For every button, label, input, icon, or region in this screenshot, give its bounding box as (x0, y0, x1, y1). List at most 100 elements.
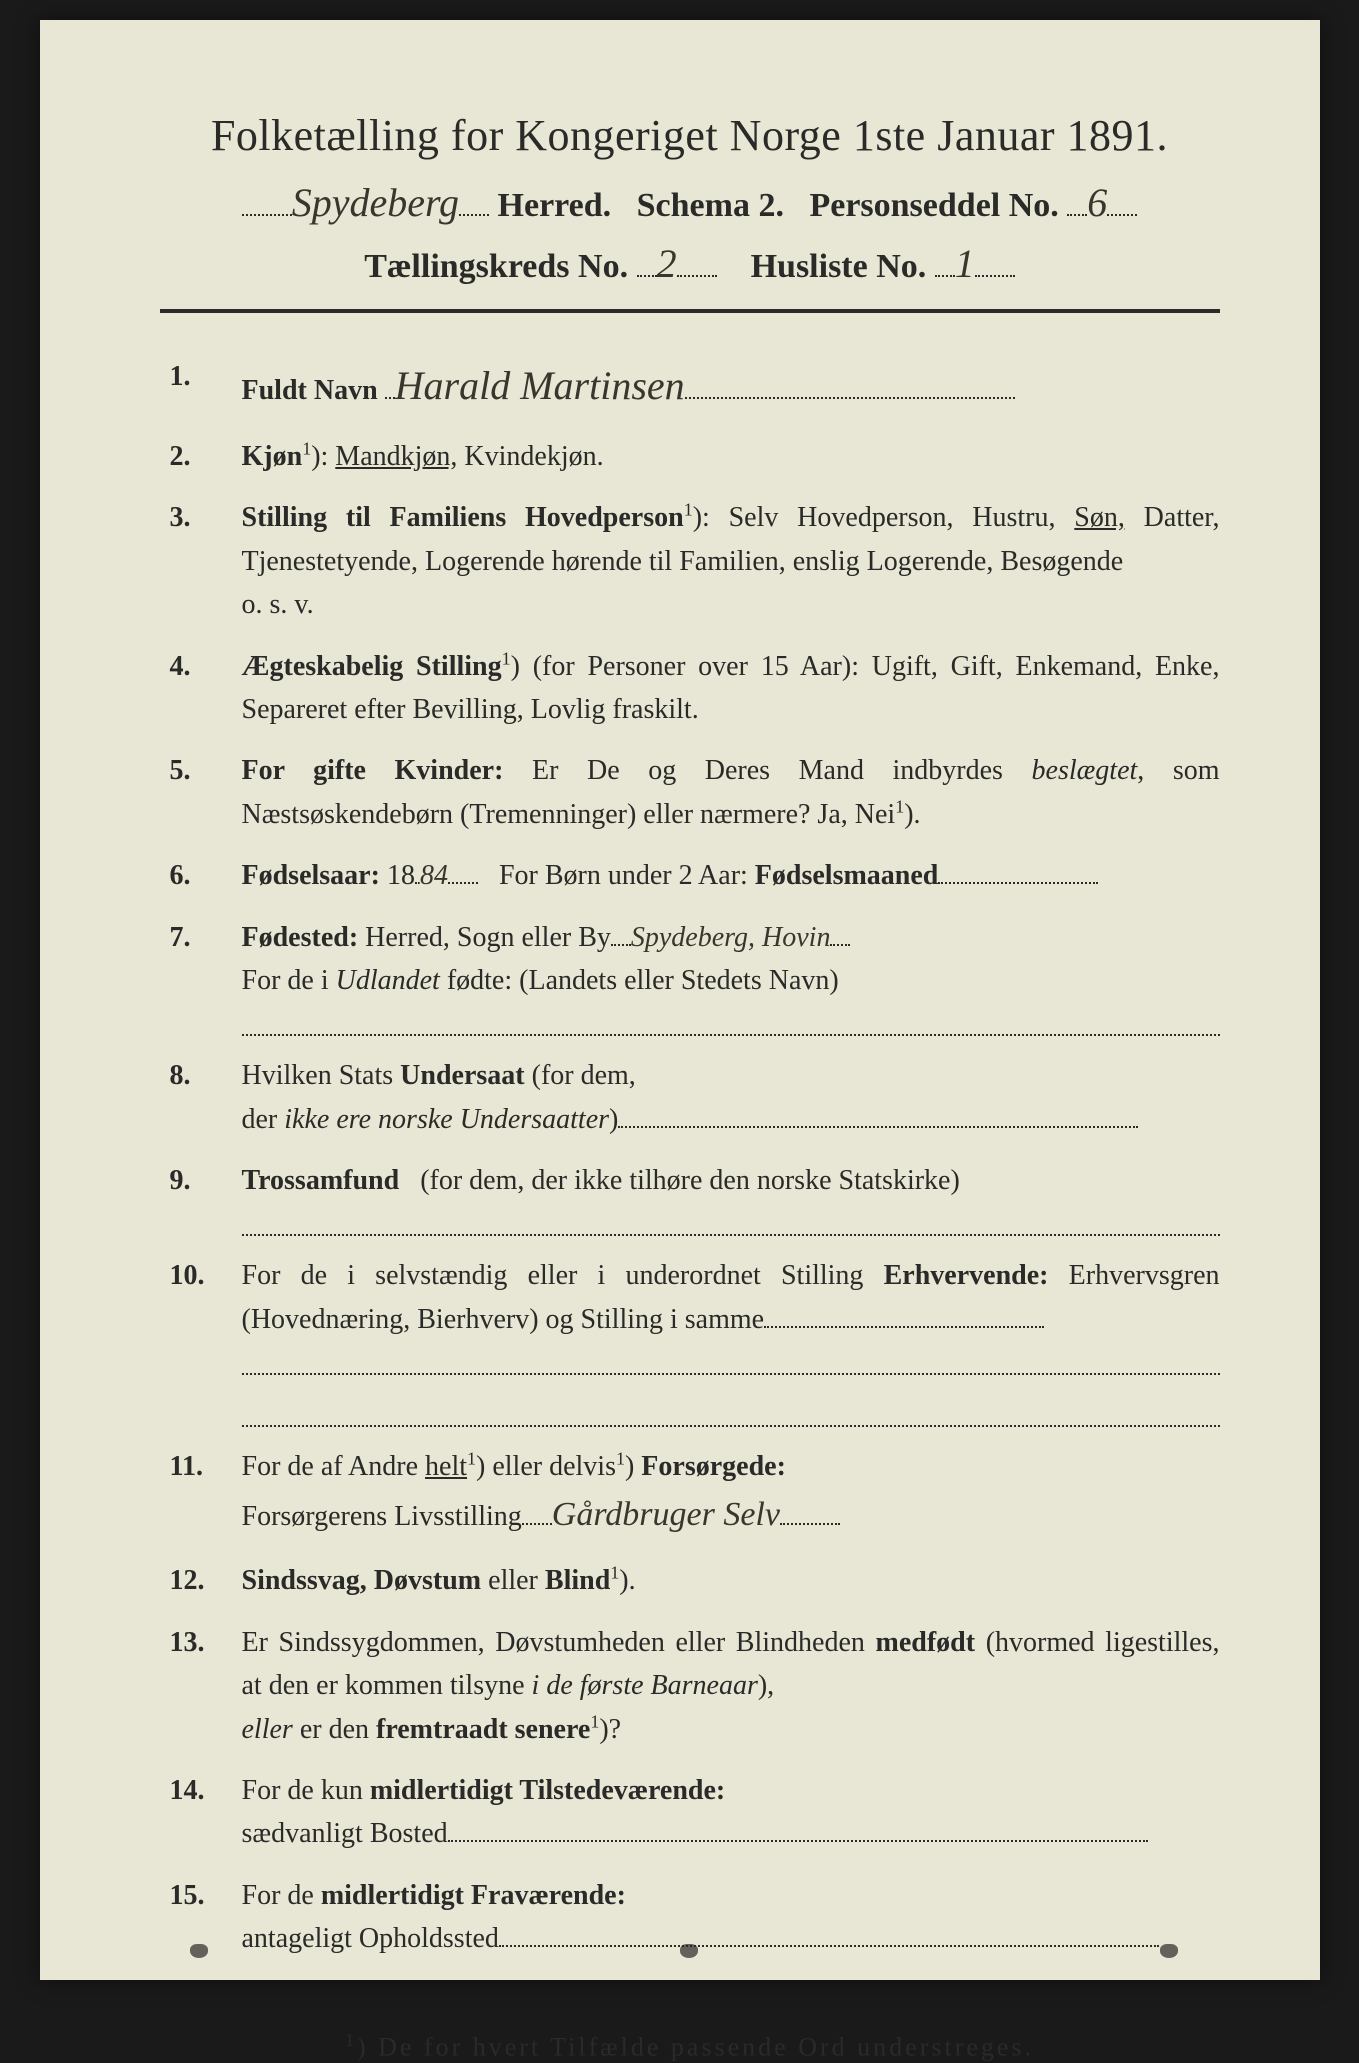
husliste-label: Husliste No. (751, 248, 927, 285)
i5-text1: Er De og Deres Mand indbyrdes (532, 755, 1032, 786)
i12-text: eller (481, 1565, 545, 1596)
item-4: 4. Ægteskabelig Stilling1) (for Personer… (170, 645, 1220, 732)
item-6: 6. Fødselsaar: 1884 For Børn under 2 Aar… (170, 854, 1220, 897)
i11-text1: For de af Andre (242, 1451, 426, 1482)
taellingskreds-label: Tællingskreds No. (364, 248, 628, 285)
footnote-ref: 1 (302, 439, 311, 459)
footnote-ref: 1 (502, 648, 511, 668)
item-number: 4. (170, 645, 242, 732)
item-number: 9. (170, 1159, 242, 1236)
i13-text3: ), (758, 1670, 774, 1701)
supported-label: Forsørgede: (641, 1451, 786, 1482)
i7-text2: For de i (242, 965, 336, 996)
disability-label2: Blind (545, 1565, 610, 1596)
item-number: 10. (170, 1254, 242, 1427)
i11-text2: ) eller delvis (476, 1451, 616, 1482)
birthyear-label: Fødselsaar: (242, 860, 380, 891)
i7-ital: Udlandet (336, 965, 440, 996)
i8-ital: ikke ere norske Undersaatter (284, 1104, 609, 1135)
occupation-label: Erhvervende: (884, 1260, 1049, 1291)
i8-text1: Hvilken Stats (242, 1060, 401, 1091)
item-number: 2. (170, 435, 242, 478)
subject-label: Undersaat (400, 1060, 524, 1091)
census-form-page: Folketælling for Kongeriget Norge 1ste J… (40, 20, 1320, 1980)
item-11: 11. For de af Andre helt1) eller delvis1… (170, 1445, 1220, 1541)
item-number: 7. (170, 916, 242, 1037)
i12-end: ). (619, 1565, 635, 1596)
item-10: 10. For de i selvstændig eller i underor… (170, 1254, 1220, 1427)
paren: ) (511, 651, 520, 682)
husliste-value: 1 (955, 241, 975, 286)
birthplace-value: Spydeberg, Hovin (631, 922, 831, 953)
footnote-ref: 1 (616, 1449, 625, 1469)
footnote: 1) De for hvert Tilfælde passende Ord un… (160, 2030, 1220, 2063)
sex-female: Kvindekjøn. (464, 441, 603, 472)
religion-label: Trossamfund (242, 1165, 400, 1196)
colon: ): (693, 502, 710, 533)
i11-text4: Forsørgerens Livsstilling (242, 1501, 522, 1532)
punch-hole (1160, 1944, 1178, 1958)
item-number: 6. (170, 854, 242, 897)
item-number: 13. (170, 1621, 242, 1751)
i8-text4: ) (609, 1104, 618, 1135)
blank-line (242, 1347, 1220, 1375)
marital-label: Ægteskabelig Stilling (242, 651, 502, 682)
birthyear-prefix: 18 (387, 860, 415, 891)
main-title: Folketælling for Kongeriget Norge 1ste J… (160, 110, 1220, 161)
relation-text1: Selv Hovedperson, Hustru, (729, 502, 1075, 533)
divider (160, 309, 1220, 313)
i14-text1: For de kun (242, 1775, 370, 1806)
item-3: 3. Stilling til Familiens Hovedperson1):… (170, 496, 1220, 626)
item-number: 12. (170, 1559, 242, 1602)
i13-ital1: i de første Barneaar (532, 1670, 758, 1701)
item-number: 14. (170, 1769, 242, 1856)
i13-text4: er den (293, 1714, 376, 1745)
birthplace-label: Fødested: (242, 922, 359, 953)
personseddel-value: 6 (1087, 180, 1107, 225)
i8-text3: der (242, 1104, 285, 1135)
item-13: 13. Er Sindssygdommen, Døvstumheden elle… (170, 1621, 1220, 1751)
i11-helt: helt (425, 1451, 467, 1482)
blank-line (242, 1399, 1220, 1427)
fullname-value: Harald Martinsen (395, 363, 685, 408)
item-9: 9. Trossamfund (for dem, der ikke tilhør… (170, 1159, 1220, 1236)
birthyear-value: 84 (420, 860, 448, 891)
personseddel-label: Personseddel No. (809, 187, 1058, 224)
i7-text1: Herred, Sogn eller By (365, 922, 611, 953)
item-number: 3. (170, 496, 242, 626)
i14-text2: sædvanligt Bosted (242, 1818, 448, 1849)
schema-label: Schema 2. (637, 187, 784, 224)
colon: ): (311, 441, 328, 472)
blank-line (242, 1208, 1220, 1236)
form-items: 1. Fuldt Navn Harald Martinsen 2. Kjøn1)… (160, 355, 1220, 1960)
footnote-ref: 1 (684, 500, 693, 520)
item-14: 14. For de kun midlertidigt Tilstedevære… (170, 1769, 1220, 1856)
later-label: fremtraadt senere (376, 1714, 590, 1745)
footnote-mark: 1 (345, 2030, 357, 2050)
i5-ital: beslægtet (1032, 755, 1138, 786)
footnote-ref: 1 (610, 1563, 619, 1583)
header-line-2: Spydeberg Herred. Schema 2. Personseddel… (160, 179, 1220, 226)
item-12: 12. Sindssvag, Døvstum eller Blind1). (170, 1559, 1220, 1602)
birthmonth-label: Fødselsmaaned (755, 860, 939, 891)
i13-end: )? (599, 1714, 621, 1745)
item-number: 1. (170, 355, 242, 417)
fullname-label: Fuldt Navn (242, 375, 378, 406)
i13-text1: Er Sindssygdommen, Døvstumheden eller Bl… (242, 1627, 876, 1658)
punch-hole (680, 1944, 698, 1958)
footnote-ref: 1 (590, 1711, 599, 1731)
header-line-3: Tællingskreds No. 2 Husliste No. 1 (160, 240, 1220, 287)
i9-text: (for dem, der ikke tilhøre den norske St… (420, 1165, 960, 1196)
footnote-ref: 1 (895, 796, 904, 816)
item-7: 7. Fødested: Herred, Sogn eller By Spydeb… (170, 916, 1220, 1037)
herred-value: Spydeberg (292, 180, 459, 225)
sex-male: Mandkjøn, (335, 441, 457, 472)
i7-text3: fødte: (Landets eller Stedets Navn) (440, 965, 839, 996)
item-number: 5. (170, 749, 242, 836)
i10-text1: For de i selvstændig eller i underordnet… (242, 1260, 884, 1291)
congenital-label: medfødt (876, 1627, 976, 1658)
relation-text3: o. s. v. (242, 589, 314, 620)
temp-present-label: midlertidigt Tilstedeværende: (370, 1775, 725, 1806)
i15-text2: antageligt Opholdssted (242, 1923, 499, 1954)
relation-label: Stilling til Familiens Hovedperson (242, 502, 684, 533)
